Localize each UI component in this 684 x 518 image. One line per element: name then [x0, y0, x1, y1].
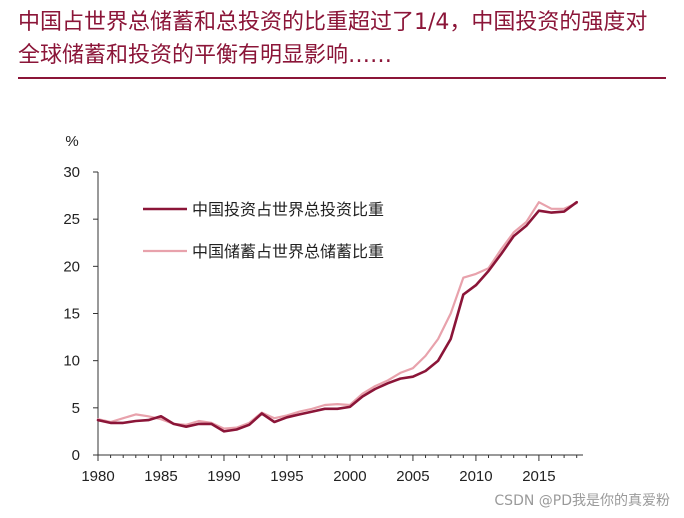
y-tick-label: 5 [72, 400, 80, 417]
x-tick-label: 1990 [207, 468, 240, 485]
watermark: CSDN @PD我是你的真爱粉 [494, 493, 670, 509]
x-tick-label: 2000 [333, 468, 366, 485]
x-tick-label: 2015 [522, 468, 555, 485]
headline: 中国占世界总储蓄和总投资的比重超过了1/4，中国投资的强度对全球储蓄和投资的平衡… [18, 10, 648, 68]
legend-label-savings: 中国储蓄占世界总储蓄比重 [192, 242, 384, 261]
y-tick-label: 25 [63, 211, 80, 228]
y-axis-unit-label: % [65, 133, 78, 150]
x-tick-label: 2010 [459, 468, 492, 485]
x-tick-label: 2005 [396, 468, 429, 485]
x-tick-label: 1995 [270, 468, 303, 485]
legend-label-investment: 中国投资占世界总投资比重 [192, 200, 384, 219]
y-tick-label: 30 [63, 164, 80, 181]
y-tick-label: 0 [72, 447, 80, 464]
x-tick-label: 1985 [144, 468, 177, 485]
y-tick-label: 15 [63, 306, 80, 323]
y-tick-label: 20 [63, 258, 80, 275]
savings-share-line [96, 201, 578, 430]
headline-rule [18, 77, 666, 79]
y-tick-label: 10 [63, 353, 80, 370]
x-tick-label: 1980 [81, 468, 114, 485]
investment-share-line [96, 200, 579, 433]
